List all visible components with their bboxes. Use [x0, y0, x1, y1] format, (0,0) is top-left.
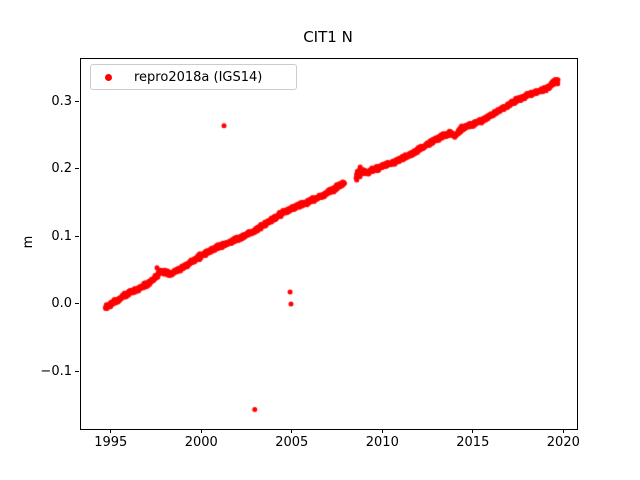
x-tick	[291, 429, 293, 433]
x-tick	[381, 429, 383, 433]
plot-area	[80, 58, 578, 430]
y-tick-label: 0.0	[51, 296, 72, 312]
x-tick	[110, 429, 112, 433]
x-tick-label: 2000	[184, 435, 218, 450]
y-tick-label: 0.2	[51, 161, 72, 177]
x-tick	[472, 429, 474, 433]
legend-label: repro2018a (IGS14)	[134, 69, 263, 85]
legend-marker-dot-icon	[105, 73, 112, 81]
y-tick-label: 0.3	[51, 93, 72, 109]
y-tick	[75, 303, 79, 305]
scatter-canvas	[81, 59, 577, 429]
y-tick-label: 0.1	[51, 228, 72, 244]
x-tick	[200, 429, 202, 433]
y-tick	[75, 235, 79, 237]
x-tick-label: 2005	[275, 435, 309, 450]
x-tick-label: 1995	[94, 435, 128, 450]
y-tick	[75, 168, 79, 170]
x-tick-label: 2015	[456, 435, 490, 450]
y-tick-label: −0.1	[40, 363, 72, 379]
x-tick	[562, 429, 564, 433]
legend: repro2018a (IGS14)	[90, 64, 297, 90]
x-tick-label: 2020	[546, 435, 580, 450]
y-tick	[75, 370, 79, 372]
chart-title: CIT1 N	[303, 28, 353, 46]
y-tick	[75, 100, 79, 102]
x-tick-label: 2010	[365, 435, 399, 450]
